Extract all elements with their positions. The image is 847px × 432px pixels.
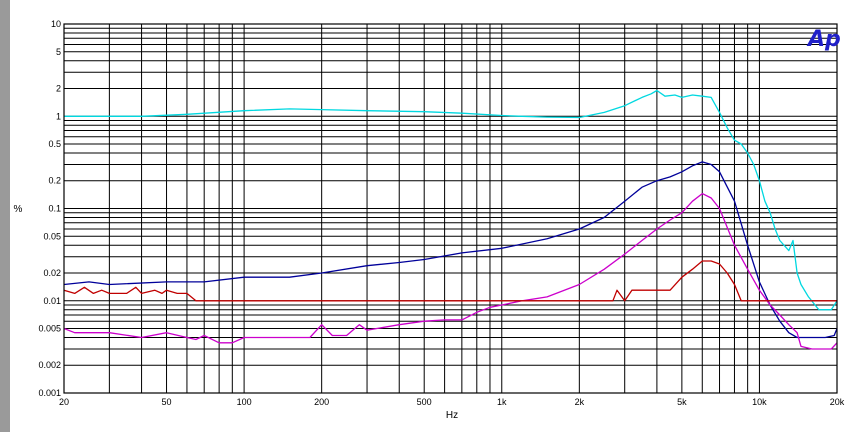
y-tick-label: 0.1 xyxy=(48,204,61,214)
ap-logo: Ap xyxy=(806,27,841,52)
y-tick-label: 5 xyxy=(56,47,61,57)
series-line-3 xyxy=(63,192,838,350)
plot-border xyxy=(63,23,838,394)
y-tick-label: 0.001 xyxy=(38,388,61,398)
series-line-1 xyxy=(64,89,838,311)
x-tick-label: 20 xyxy=(59,397,69,407)
x-tick-label: 500 xyxy=(417,397,432,407)
series-line-4 xyxy=(63,260,837,302)
x-tick-label: 50 xyxy=(162,397,172,407)
y-tick-label: 1 xyxy=(56,111,61,121)
x-tick-label: 200 xyxy=(314,397,329,407)
series-layer xyxy=(63,89,838,350)
x-tick-label: 2k xyxy=(575,397,585,407)
x-tick-labels: 20 50 100 200 500 1k 2k 5k 10k 20k xyxy=(59,397,845,407)
grid xyxy=(63,23,838,394)
left-edge-strip xyxy=(0,0,10,432)
series-line-2 xyxy=(63,161,838,339)
x-tick-label: 5k xyxy=(677,397,687,407)
y-tick-label: 0.2 xyxy=(48,176,61,186)
x-tick-label: 20k xyxy=(830,397,845,407)
y-tick-label: 0.02 xyxy=(43,268,61,278)
x-tick-label: 1k xyxy=(497,397,507,407)
y-tick-label: 2 xyxy=(56,83,61,93)
x-axis-label: Hz xyxy=(446,410,458,421)
x-tick-label: 100 xyxy=(237,397,252,407)
y-tick-label: 0.05 xyxy=(43,231,61,241)
y-tick-labels: 10 5 2 1 0.5 0.2 0.1 0.05 0.02 0.01 0.005 0.002 0.00… xyxy=(38,19,61,398)
y-axis-label: % xyxy=(14,204,23,215)
y-tick-label: 10 xyxy=(51,19,61,29)
y-tick-label: 0.01 xyxy=(43,296,61,306)
y-tick-label: 0.005 xyxy=(38,324,61,334)
y-tick-label: 0.002 xyxy=(38,360,61,370)
x-tick-label: 10k xyxy=(752,397,767,407)
y-tick-label: 0.5 xyxy=(48,139,61,149)
